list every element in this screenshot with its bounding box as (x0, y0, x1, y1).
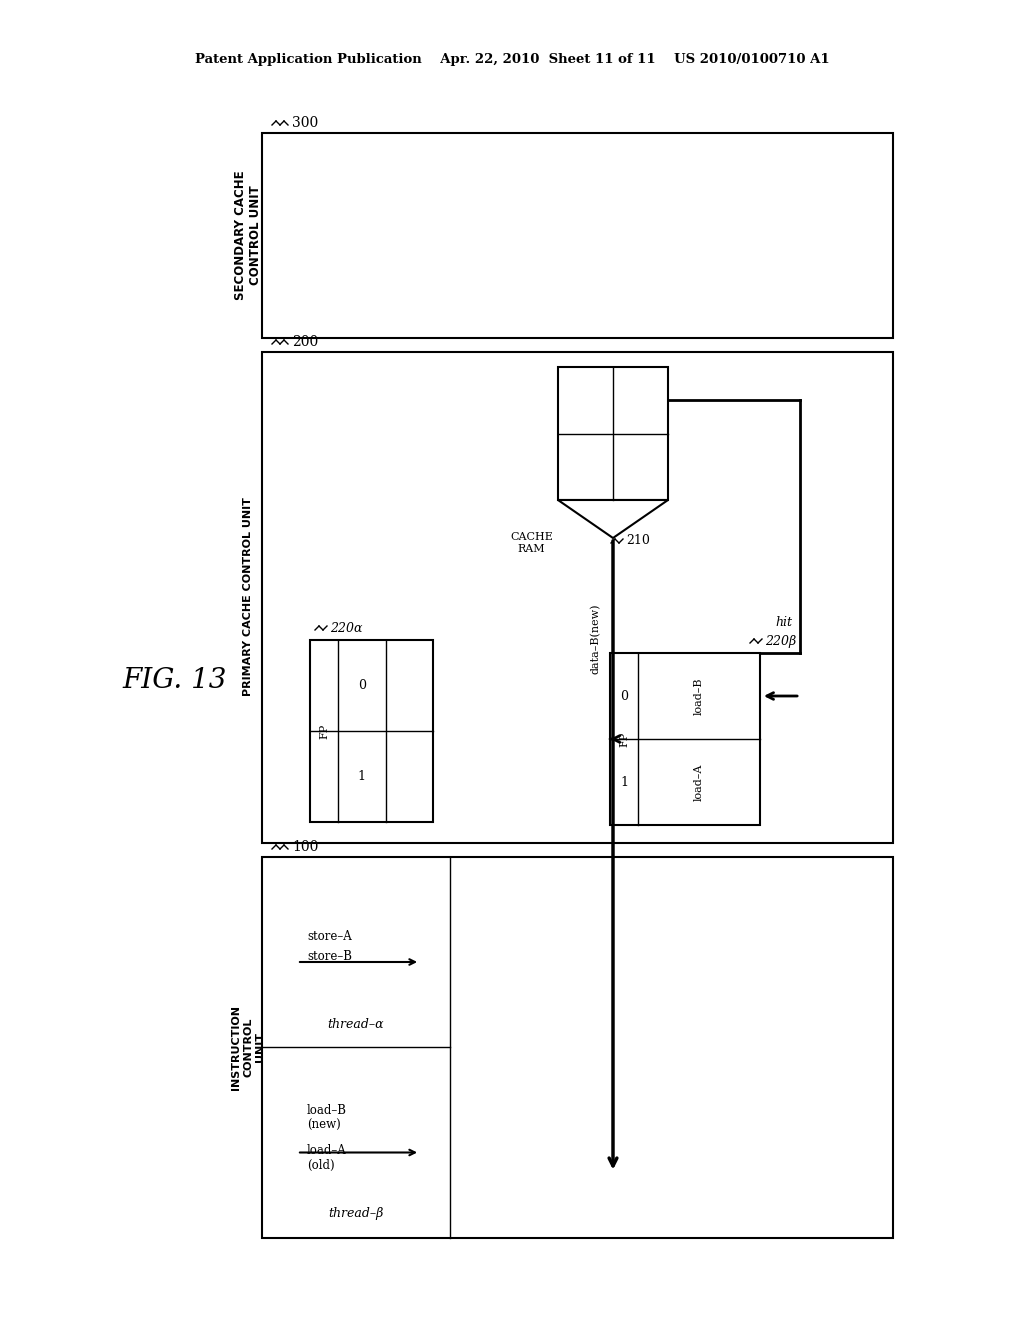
Text: store–A: store–A (307, 931, 352, 944)
Bar (310, 640, 433, 822)
Text: new: new (636, 388, 645, 412)
Text: PRIMARY CACHE CONTROL UNIT: PRIMARY CACHE CONTROL UNIT (243, 498, 253, 697)
Text: 210: 210 (626, 535, 650, 548)
Bar (262, 857, 893, 1238)
Text: A: A (580, 459, 591, 474)
Text: 1: 1 (620, 776, 628, 788)
Text: B: B (635, 459, 646, 474)
Bar (610, 653, 760, 825)
Bar (558, 367, 668, 500)
Text: hit: hit (775, 616, 792, 630)
Text: load–B
(new): load–B (new) (307, 1104, 347, 1131)
Text: 0: 0 (357, 678, 366, 692)
Text: thread–α: thread–α (328, 1019, 384, 1031)
Polygon shape (558, 500, 668, 539)
Text: 220α: 220α (330, 622, 362, 635)
Text: INSTRUCTION
CONTROL
UNIT: INSTRUCTION CONTROL UNIT (231, 1005, 264, 1089)
Text: 200: 200 (292, 335, 318, 348)
Text: 300: 300 (292, 116, 318, 129)
Text: 100: 100 (292, 840, 318, 854)
Text: new: new (581, 388, 591, 412)
Text: FP: FP (618, 731, 629, 747)
Text: 1: 1 (357, 770, 366, 783)
Text: load–A
(old): load–A (old) (307, 1143, 347, 1172)
Text: thread–β: thread–β (329, 1206, 384, 1220)
Bar (262, 133, 893, 338)
Text: FP: FP (319, 723, 329, 739)
Text: load–B: load–B (694, 677, 705, 714)
Text: Patent Application Publication    Apr. 22, 2010  Sheet 11 of 11    US 2010/01007: Patent Application Publication Apr. 22, … (195, 54, 829, 66)
Text: 220β: 220β (765, 635, 797, 648)
Text: data–B(new): data–B(new) (591, 603, 601, 673)
Text: SECONDARY CACHE
CONTROL UNIT: SECONDARY CACHE CONTROL UNIT (234, 170, 262, 300)
Text: 0: 0 (620, 689, 628, 702)
Text: load–A: load–A (694, 763, 705, 801)
Bar (262, 352, 893, 843)
Text: CACHE
RAM: CACHE RAM (510, 532, 553, 554)
Text: FIG. 13: FIG. 13 (123, 667, 227, 693)
Text: store–B: store–B (307, 950, 352, 964)
